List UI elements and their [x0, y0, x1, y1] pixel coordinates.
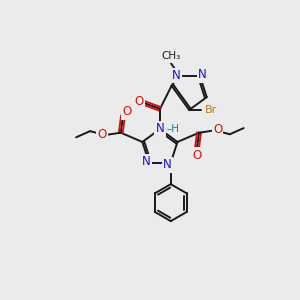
Text: O: O	[213, 123, 222, 136]
Text: O: O	[135, 94, 144, 108]
Text: N: N	[198, 68, 207, 81]
Text: N: N	[156, 122, 164, 135]
Text: CH₃: CH₃	[161, 52, 180, 61]
Text: N: N	[142, 155, 150, 168]
Text: N: N	[172, 69, 180, 82]
Text: –H: –H	[167, 124, 180, 134]
Text: O: O	[98, 128, 107, 141]
Text: Br: Br	[205, 105, 217, 115]
Text: O: O	[192, 148, 201, 161]
Text: N: N	[163, 158, 172, 171]
Text: O: O	[122, 105, 132, 119]
